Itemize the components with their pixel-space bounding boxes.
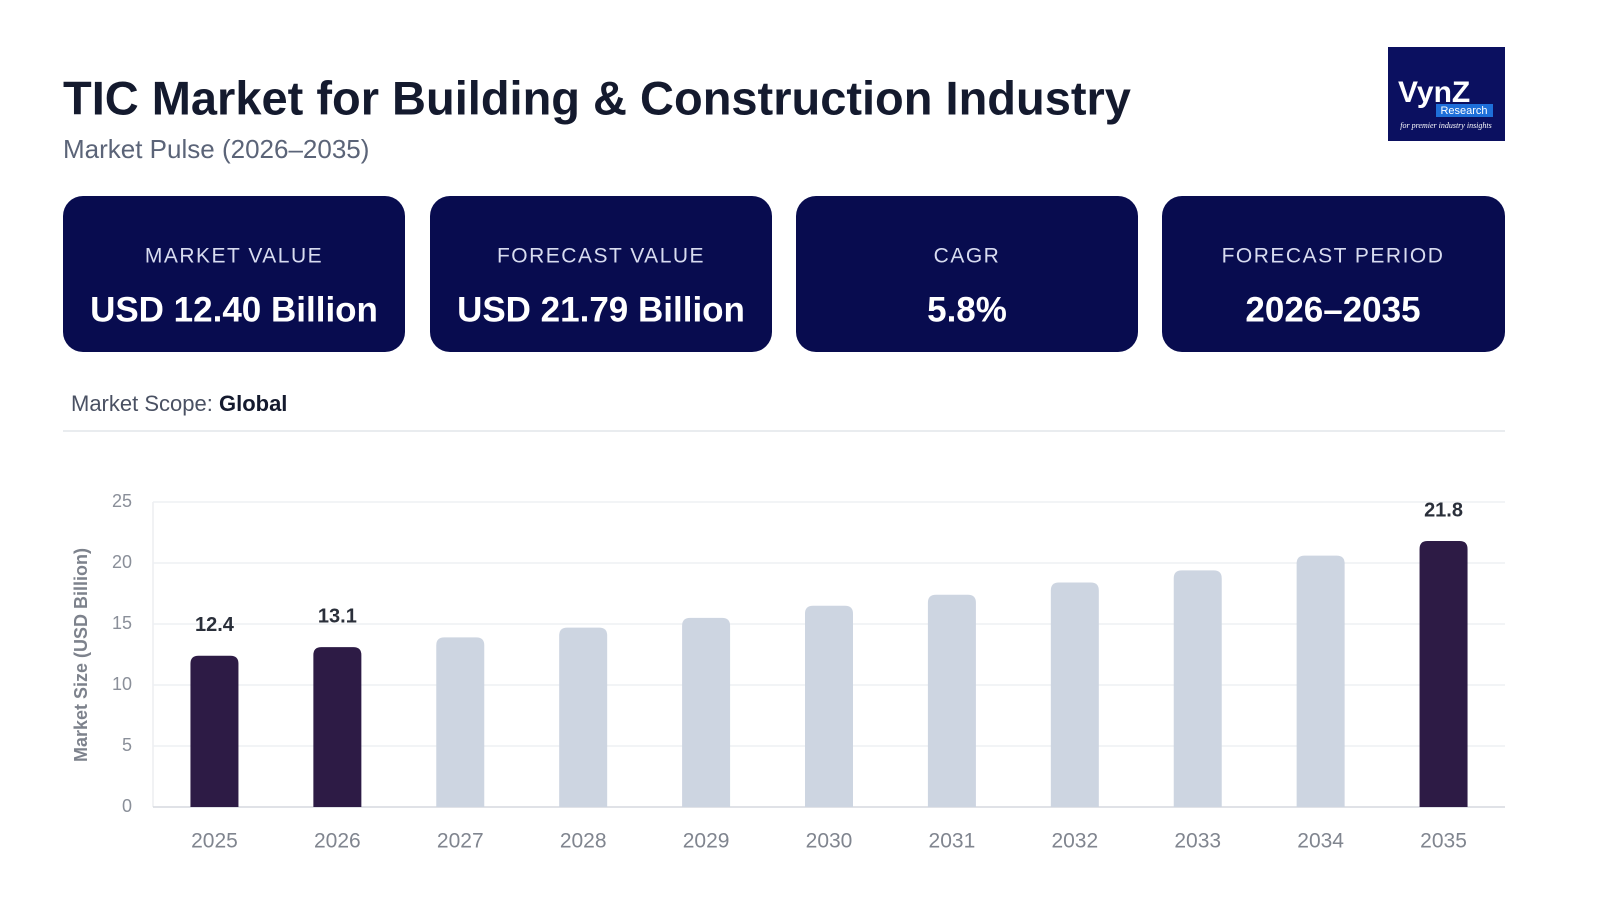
y-tick-label: 15 [112,613,132,633]
y-tick-label: 0 [122,796,132,816]
value-label: 21.8 [1424,499,1463,521]
logo-name: VynZ [1398,76,1470,109]
card-label: FORECAST VALUE [497,245,705,268]
title: TIC Market for Building & Construction I… [63,71,1131,124]
subtitle: Market Pulse (2026–2035) [63,134,369,164]
logo-box [1388,47,1505,141]
x-tick-label: 2034 [1297,830,1344,853]
card [63,196,405,352]
bar [1296,555,1345,807]
scope: Market Scope: Global [71,391,287,416]
y-tick-label: 20 [112,552,132,572]
x-tick-label: 2035 [1420,830,1467,853]
bar [559,627,608,807]
x-tick-label: 2033 [1174,830,1221,853]
bar [805,605,853,807]
bar [190,655,239,807]
y-tick-label: 5 [122,735,132,755]
scope-label: Market Scope: [71,391,213,416]
x-tick-label: 2026 [314,830,361,853]
scope-value: Global [219,391,287,416]
x-tick-label: 2028 [560,830,607,853]
x-tick-label: 2029 [683,830,730,853]
bar [1173,570,1222,807]
value-label: 12.4 [195,614,235,636]
y-tick-label: 10 [112,674,132,694]
bar [436,637,485,807]
x-tick-label: 2032 [1051,830,1098,853]
card-value: USD 12.40 Billion [90,290,378,329]
x-tick-label: 2030 [806,830,853,853]
x-tick-label: 2025 [191,830,238,853]
x-tick-label: 2031 [929,830,976,853]
logo-tagline: for premier industry insights [1400,121,1491,130]
logo-badge-bg [1436,104,1493,117]
card [796,196,1138,352]
cards: MARKET VALUE USD 12.40 Billion FORECAST … [63,196,1505,352]
bar [682,617,731,807]
y-axis-label: Market Size (USD Billion) [71,548,91,762]
card-value: 2026–2035 [1245,290,1420,329]
card-label: MARKET VALUE [145,245,323,268]
card [1162,196,1505,352]
card-label: CAGR [934,245,1001,268]
value-label: 13.1 [318,605,357,627]
bar [313,647,362,807]
logo-badge: Research [1440,105,1487,117]
card-value: USD 21.79 Billion [457,290,745,329]
bar [1419,541,1468,807]
card-label: FORECAST PERIOD [1222,245,1445,268]
card [430,196,772,352]
logo: VynZ Research for premier industry insig… [1388,47,1505,141]
y-tick-label: 25 [112,491,132,511]
card-value: 5.8% [927,290,1007,329]
bar [927,594,976,807]
bar [1050,582,1099,807]
x-tick-label: 2027 [437,830,484,853]
